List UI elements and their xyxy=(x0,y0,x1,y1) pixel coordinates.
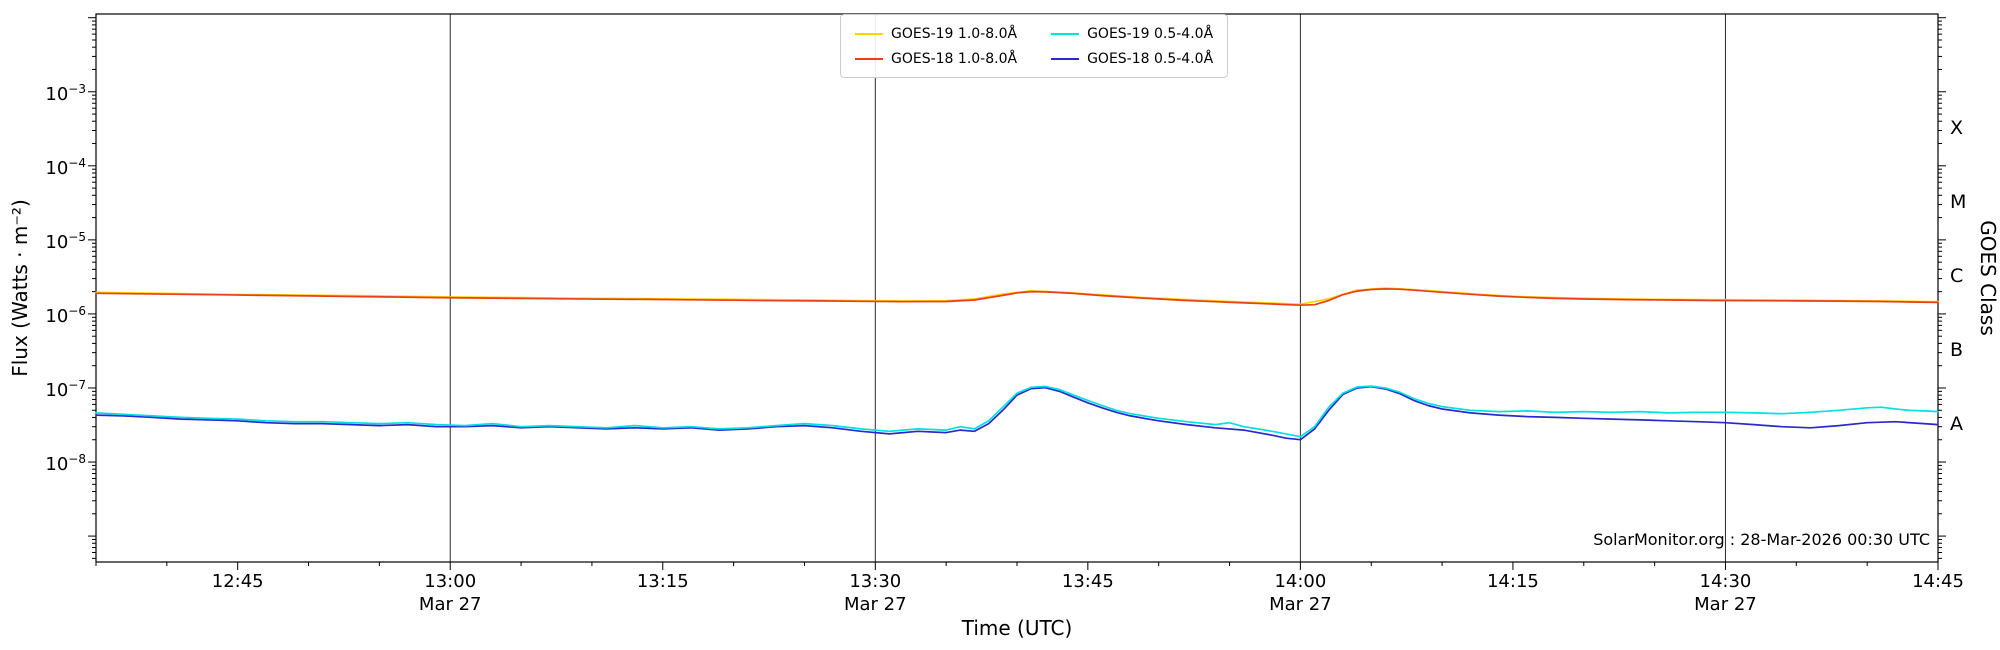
goes-class-letter-c: C xyxy=(1950,264,1964,287)
series-line-goes-18-0-5-4-0- xyxy=(95,385,1939,441)
legend-line-swatch xyxy=(855,32,883,35)
x-tick-label: 14:30 xyxy=(1699,571,1752,592)
legend: GOES-19 1.0-8.0Å GOES-18 1.0-8.0Å GOES-19 … xyxy=(840,14,1229,78)
y-tick-label: 10−7 xyxy=(45,377,86,401)
plot-frame xyxy=(95,13,1939,563)
right-axis-label: GOES Class xyxy=(1976,220,2000,336)
goes-class-letter-b: B xyxy=(1950,338,1964,361)
legend-line-swatch xyxy=(855,57,883,60)
y-axis-label: Flux (Watts · m⁻²) xyxy=(8,199,32,377)
y-tick-label: 10−4 xyxy=(45,155,86,179)
x-tick-label: 13:15 xyxy=(636,571,689,592)
goes-class-letter-x: X xyxy=(1950,116,1964,139)
legend-item-label: GOES-19 0.5-4.0Å xyxy=(1087,25,1214,42)
x-tick-date-label: Mar 27 xyxy=(1269,594,1332,615)
x-tick-label: 13:00 xyxy=(424,571,477,592)
goes-class-letter-m: M xyxy=(1950,190,1967,213)
series-line-goes-19-0-5-4-0- xyxy=(95,385,1939,438)
legend-line-swatch xyxy=(1051,57,1080,60)
x-tick-date-label: Mar 27 xyxy=(418,594,482,615)
x-tick-label: 13:30 xyxy=(849,571,902,592)
legend-item: GOES-18 0.5-4.0Å xyxy=(1051,51,1213,67)
legend-item-label: GOES-18 0.5-4.0Å xyxy=(1087,50,1214,67)
x-axis-label: Time (UTC) xyxy=(961,616,1073,640)
x-tick-label: 14:15 xyxy=(1486,571,1539,592)
legend-item: GOES-18 1.0-8.0Å xyxy=(855,51,1017,67)
watermark-text: SolarMonitor.org : 28-Mar-2026 00:30 UTC xyxy=(1593,530,1930,549)
legend-item-label: GOES-19 1.0-8.0Å xyxy=(891,25,1018,42)
series-line-goes-18-1-0-8-0- xyxy=(95,288,1939,307)
x-tick-date-label: Mar 27 xyxy=(844,594,907,615)
y-tick-label: 10−3 xyxy=(45,81,86,105)
x-tick-label: 14:45 xyxy=(1912,571,1964,592)
x-tick-label: 13:45 xyxy=(1061,571,1114,592)
legend-item: GOES-19 0.5-4.0Å xyxy=(1051,26,1213,42)
legend-item: GOES-19 1.0-8.0Å xyxy=(855,26,1017,42)
legend-line-swatch xyxy=(1051,32,1080,35)
y-tick-label: 10−8 xyxy=(45,452,86,476)
legend-item-label: GOES-18 1.0-8.0Å xyxy=(891,50,1018,67)
x-tick-label: 12:45 xyxy=(211,571,264,592)
y-tick-label: 10−5 xyxy=(45,229,86,253)
x-tick-label: 14:00 xyxy=(1274,571,1327,592)
goes-class-letter-a: A xyxy=(1950,413,1963,435)
x-tick-date-label: Mar 27 xyxy=(1694,594,1757,615)
y-tick-label: 10−6 xyxy=(45,303,86,327)
